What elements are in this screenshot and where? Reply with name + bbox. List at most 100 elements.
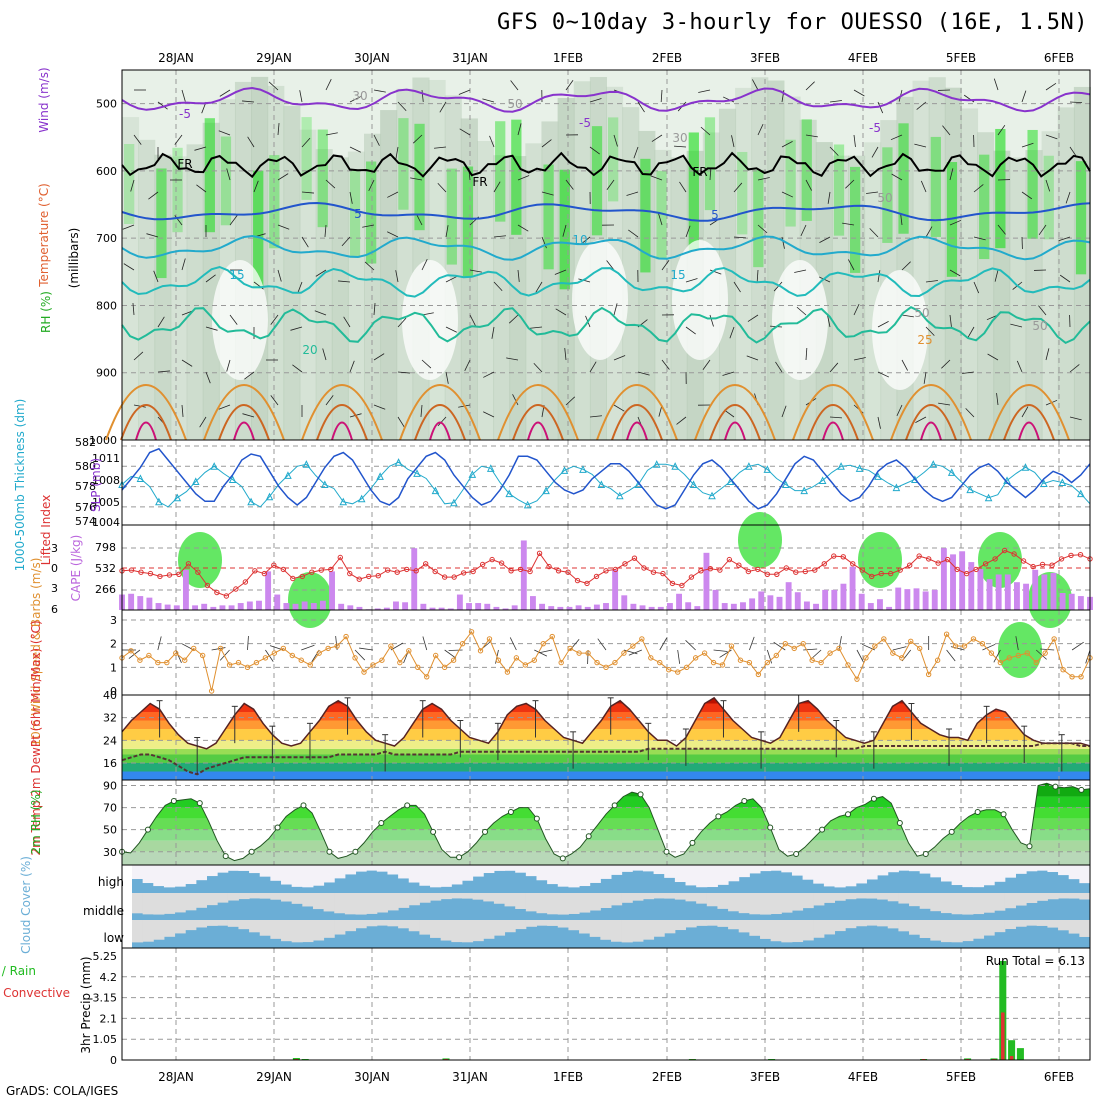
- wind10m-speed-point: [164, 659, 170, 666]
- wind-barb: [301, 137, 311, 148]
- wind-tick-label: 1: [110, 661, 117, 674]
- wind10m-barb: [444, 649, 457, 659]
- cloud-cover-cell: [344, 893, 357, 915]
- wind-barb: [181, 359, 193, 367]
- cloud-cover-cell: [334, 893, 346, 914]
- cape-bar: [1068, 593, 1075, 610]
- lifted-index-point: [1001, 547, 1008, 554]
- wind-barb: [827, 315, 831, 328]
- cloud-cover-cell: [195, 920, 208, 928]
- cloud-cover-cell: [440, 920, 452, 941]
- lifted-index-point: [546, 563, 552, 570]
- contour-label: 50: [877, 191, 892, 205]
- wind10m-speed-point: [182, 657, 188, 663]
- cloud-cover-cell: [249, 865, 261, 874]
- wind-barb: [242, 413, 255, 418]
- thickness-point: [357, 494, 366, 503]
- cloud-cover-cell: [972, 920, 985, 939]
- lifted-index-point: [157, 573, 163, 580]
- lifted-index-point: [688, 574, 695, 580]
- cloud-cover-cell: [461, 920, 474, 943]
- wind10m-speed-point: [334, 643, 340, 649]
- lifted-index-point: [242, 579, 249, 585]
- thickness-point: [486, 464, 495, 472]
- wind10m-barb: [803, 648, 818, 651]
- wind10m-speed-point: [639, 636, 645, 642]
- date-label-bottom: 29JAN: [256, 1070, 292, 1084]
- chart-title: GFS 0~10day 3-hourly for OUESSO (16E, 1.…: [496, 10, 1088, 35]
- wind-barb: [920, 180, 927, 193]
- cloud-level-label: high: [98, 875, 124, 889]
- wind-barb: [757, 177, 770, 181]
- cape-bar: [1041, 574, 1048, 610]
- wind-barb: [397, 101, 407, 112]
- thickness-point: [947, 468, 956, 476]
- cloud-cover-cell: [664, 920, 676, 934]
- cloud-cover-cell: [270, 920, 282, 939]
- wind-barb: [942, 125, 951, 136]
- wind-barb: [967, 326, 975, 338]
- wind-barb: [199, 416, 207, 428]
- wind-barb: [482, 98, 495, 103]
- rh-ylabel: 2m RH (%): [29, 789, 43, 854]
- thickness-point: [413, 469, 421, 477]
- wind-barb: [997, 124, 1006, 136]
- thickness-point: [560, 466, 569, 474]
- cloud-cover-cell: [355, 920, 367, 929]
- wind10m-barb: [569, 639, 580, 651]
- rh-shade: [1027, 129, 1038, 239]
- cloud-cover-cell: [696, 865, 708, 888]
- wind-barb: [397, 416, 405, 428]
- cape-bar: [940, 548, 947, 610]
- wind10m-speed-point: [612, 659, 618, 666]
- cape-bar: [383, 607, 390, 610]
- lifted-index-point: [489, 556, 495, 563]
- lifted-index-point: [783, 565, 790, 571]
- wind-barb: [226, 168, 231, 181]
- wind-barb: [877, 416, 881, 429]
- wind10m-speed-point: [657, 659, 663, 666]
- cloud-cover-cell: [483, 920, 495, 939]
- wind-barb: [987, 353, 999, 361]
- cloud-cover-cell: [472, 865, 484, 877]
- cloud-cover-cell: [281, 865, 293, 885]
- wind-barb: [1045, 134, 1058, 140]
- date-label-top: 4FEB: [848, 51, 878, 65]
- wind10m-speed-point: [872, 643, 878, 649]
- rh-shade: [591, 126, 603, 236]
- cloud-cover-cell: [898, 920, 910, 932]
- lifted-index-point: [138, 569, 144, 575]
- precip-tick-label: 1.05: [93, 1033, 118, 1046]
- wind-barb: [368, 179, 375, 191]
- rh-high-patch: [978, 532, 1022, 588]
- cloud-cover-cell: [1026, 893, 1038, 904]
- wind-barb: [437, 416, 447, 427]
- wind-barb: [613, 404, 625, 412]
- thickness-tick-label: 574: [75, 515, 96, 528]
- wind10m-speed-point: [450, 657, 457, 663]
- lifted-index-point: [650, 569, 657, 575]
- wind-barb: [1058, 236, 1071, 242]
- cape-bar: [603, 603, 609, 610]
- wind10m-speed-point: [540, 640, 546, 647]
- thickness-line: [121, 461, 1091, 508]
- cloud-cover-cell: [493, 893, 506, 904]
- date-label-bottom: 31JAN: [452, 1070, 488, 1084]
- contour-label: 50: [507, 97, 522, 111]
- cloud-cover-cell: [430, 865, 442, 888]
- cloud-ylabel: Cloud Cover (%): [19, 856, 33, 954]
- cloud-cover-cell: [1036, 865, 1048, 871]
- cloud-cover-cell: [525, 893, 537, 912]
- wind-barb: [325, 179, 336, 189]
- wind-barb: [508, 314, 519, 324]
- wind10m-speed-point: [988, 650, 995, 656]
- lifted-index-point: [280, 566, 287, 573]
- wind-barb: [1045, 82, 1057, 91]
- precip-ylabel: 3hr Precip (mm): [79, 956, 93, 1053]
- cape-bar: [1023, 583, 1030, 610]
- rh-point: [170, 797, 177, 804]
- lifted-index-point: [404, 566, 410, 573]
- lifted-index-point: [385, 567, 391, 573]
- rh-shade: [414, 123, 425, 231]
